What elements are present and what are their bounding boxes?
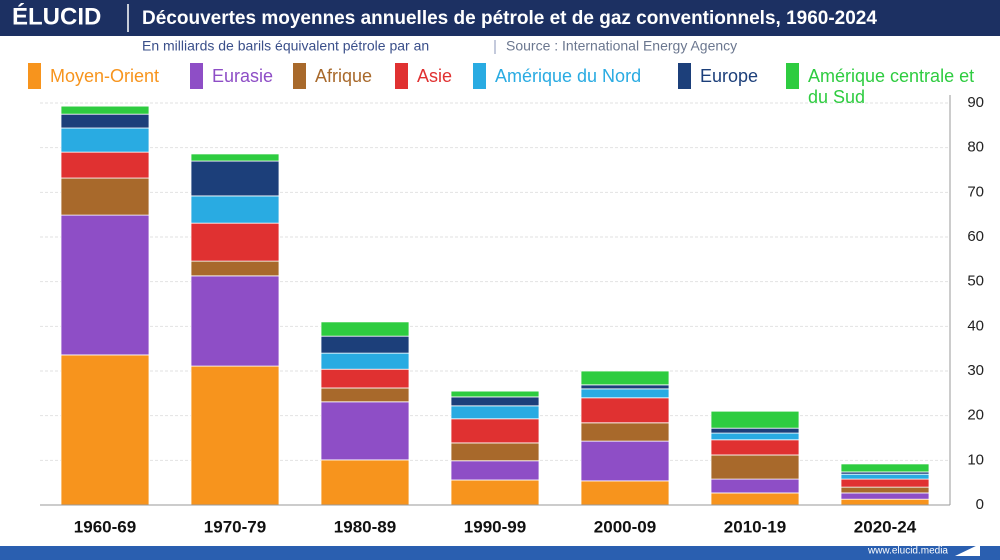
bar-segment [320, 387, 410, 403]
source: Source : International Energy Agency [506, 38, 737, 54]
header-bar [0, 0, 1000, 36]
legend-swatch [190, 63, 203, 89]
legend-label: Amérique centrale et du Sud [808, 66, 975, 107]
bar-segment [450, 442, 540, 462]
y-tick-label: 80 [967, 139, 984, 156]
bar-segment [580, 388, 670, 399]
bar-segment [710, 410, 800, 429]
legend-swatch [395, 63, 408, 89]
bar-segment [710, 439, 800, 456]
bar-segment [60, 127, 150, 153]
y-tick-label: 50 [967, 273, 984, 290]
bar-segment [60, 177, 150, 216]
bar-segment [450, 460, 540, 481]
y-tick-label: 10 [967, 451, 984, 468]
x-tick-label: 1980-89 [334, 517, 396, 536]
legend-label: Afrique [315, 66, 373, 86]
bar-segment [710, 427, 800, 434]
bar-segment [60, 354, 150, 506]
legend-swatch [28, 63, 41, 89]
bar-segment [320, 335, 410, 354]
legend-label: Asie [417, 66, 453, 86]
bar-segment [580, 384, 670, 390]
legend-item: Europe [678, 63, 778, 89]
bar-segment [580, 422, 670, 442]
bar-segment [450, 418, 540, 444]
bar-segment [190, 365, 280, 506]
legend-swatch [786, 63, 799, 89]
x-tick-label: 2020-24 [854, 517, 917, 536]
bar-segment [840, 498, 930, 506]
bar-segment [60, 113, 150, 129]
bar-segment [580, 397, 670, 424]
legend-item: Eurasie [190, 63, 290, 89]
bar-segment [320, 321, 410, 337]
subtitle: En milliards de barils équivalent pétrol… [142, 38, 429, 54]
bar-segment [840, 486, 930, 494]
legend-item: Moyen-Orient [28, 63, 168, 89]
bar-segment [190, 222, 280, 262]
bar-segment [190, 275, 280, 367]
legend-item: Afrique [293, 63, 393, 89]
bar-segment [60, 214, 150, 356]
legend-item: Asie [395, 63, 475, 89]
y-tick-label: 30 [967, 362, 984, 379]
y-tick-label: 20 [967, 407, 984, 424]
bar-segment [710, 454, 800, 480]
bar-segment [450, 479, 540, 506]
bar-segment [320, 368, 410, 389]
bar-segment [840, 463, 930, 473]
x-tick-label: 2010-19 [724, 517, 786, 536]
legend-label: Moyen-Orient [50, 66, 160, 86]
bar-segment [840, 492, 930, 500]
legend-swatch [678, 63, 691, 89]
bar-segment [580, 440, 670, 482]
y-tick-label: 40 [967, 317, 984, 334]
bar-segment [710, 478, 800, 494]
bar-segment [190, 153, 280, 162]
bar-segment [840, 478, 930, 488]
bar-segment [60, 105, 150, 115]
legend-label: Amérique du Nord [495, 66, 642, 86]
bar-segment [450, 405, 540, 420]
legend-label: Eurasie [212, 66, 274, 86]
website: www.elucid.media [867, 546, 948, 557]
y-tick-label: 70 [967, 183, 984, 200]
y-tick-label: 90 [967, 94, 984, 111]
legend-swatch [473, 63, 486, 89]
bar-segment [710, 492, 800, 506]
bar-segment [190, 160, 280, 197]
bar-segment [710, 432, 800, 441]
y-tick-label: 0 [976, 496, 984, 513]
bar-segment [450, 396, 540, 407]
x-tick-label: 2000-09 [594, 517, 656, 536]
bar-segment [320, 459, 410, 506]
x-tick-label: 1970-79 [204, 517, 266, 536]
bar-segment [190, 260, 280, 277]
legend-swatch [293, 63, 306, 89]
bar-segment [580, 370, 670, 386]
bar-segment [60, 151, 150, 179]
legend-item: Amérique du Nord [473, 63, 663, 89]
bar-segment [190, 195, 280, 224]
x-tick-label: 1990-99 [464, 517, 526, 536]
brand: ÉLUCID [12, 2, 101, 30]
bar-segment [840, 473, 930, 480]
bar-segment [320, 401, 410, 461]
bar-segment [450, 390, 540, 398]
y-tick-label: 60 [967, 228, 984, 245]
legend-item: Amérique centrale et du Sud [786, 63, 986, 108]
bar-segment [580, 480, 670, 506]
logo-mark [955, 544, 980, 556]
x-tick-label: 1960-69 [74, 517, 136, 536]
chart-title: Découvertes moyennes annuelles de pétrol… [142, 8, 877, 29]
legend-label: Europe [700, 66, 759, 86]
bar-segment [320, 352, 410, 370]
footer-bar [0, 546, 1000, 560]
